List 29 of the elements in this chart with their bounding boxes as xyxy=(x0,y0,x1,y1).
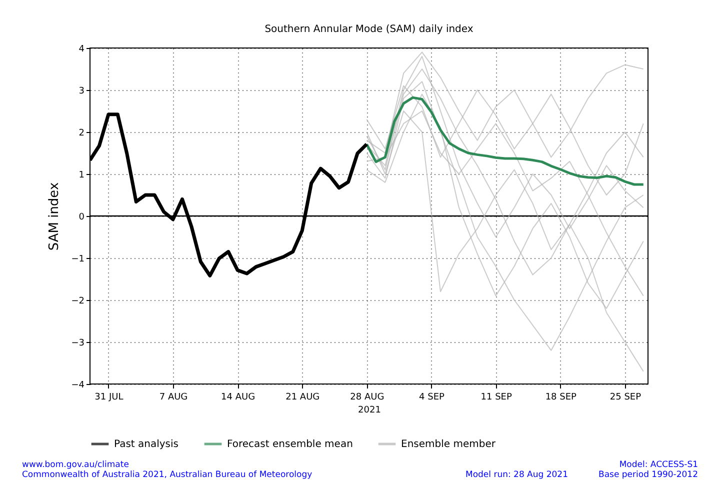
y-tick-label: 1 xyxy=(78,170,84,180)
chart-title: Southern Annular Mode (SAM) daily index xyxy=(264,24,474,35)
legend-label: Past analysis xyxy=(114,439,179,450)
x-tick-label: 21 AUG xyxy=(286,392,320,402)
text: Model: ACCESS-S1 xyxy=(619,460,698,470)
text: www.bom.gov.au/climate xyxy=(22,460,129,470)
x-tick-label: 11 SEP xyxy=(480,392,512,402)
text: Model run: 28 Aug 2021 xyxy=(465,470,568,480)
text: Commonwealth of Australia 2021, Australian Bureau of Meteorology xyxy=(22,470,312,480)
y-tick-label: −2 xyxy=(71,296,84,306)
x-tick-label: 7 AUG xyxy=(159,392,188,402)
x-tick-label: 14 AUG xyxy=(221,392,256,402)
y-tick-label: 0 xyxy=(78,212,85,222)
y-axis-title: SAM index xyxy=(47,182,62,251)
x-tick-label: 31 JUL xyxy=(94,392,124,402)
y-tick-label: −3 xyxy=(71,338,84,348)
y-tick-label: 4 xyxy=(78,44,85,54)
y-tick-label: −1 xyxy=(71,254,84,264)
x-tick-label: 4 SEP xyxy=(419,392,446,402)
y-tick-label: 2 xyxy=(78,128,84,138)
y-tick-label: 3 xyxy=(78,86,84,96)
x-tick-label: 28 AUG xyxy=(350,392,384,402)
text: Base period 1990-2012 xyxy=(598,470,698,480)
x-tick-label: 25 SEP xyxy=(610,392,642,402)
y-tick-label: −4 xyxy=(71,380,85,390)
legend-label: Ensemble member xyxy=(401,439,496,450)
legend-label: Forecast ensemble mean xyxy=(227,439,353,450)
x-tick-label: 18 SEP xyxy=(545,392,578,402)
x-axis-title: 2021 xyxy=(358,406,381,416)
